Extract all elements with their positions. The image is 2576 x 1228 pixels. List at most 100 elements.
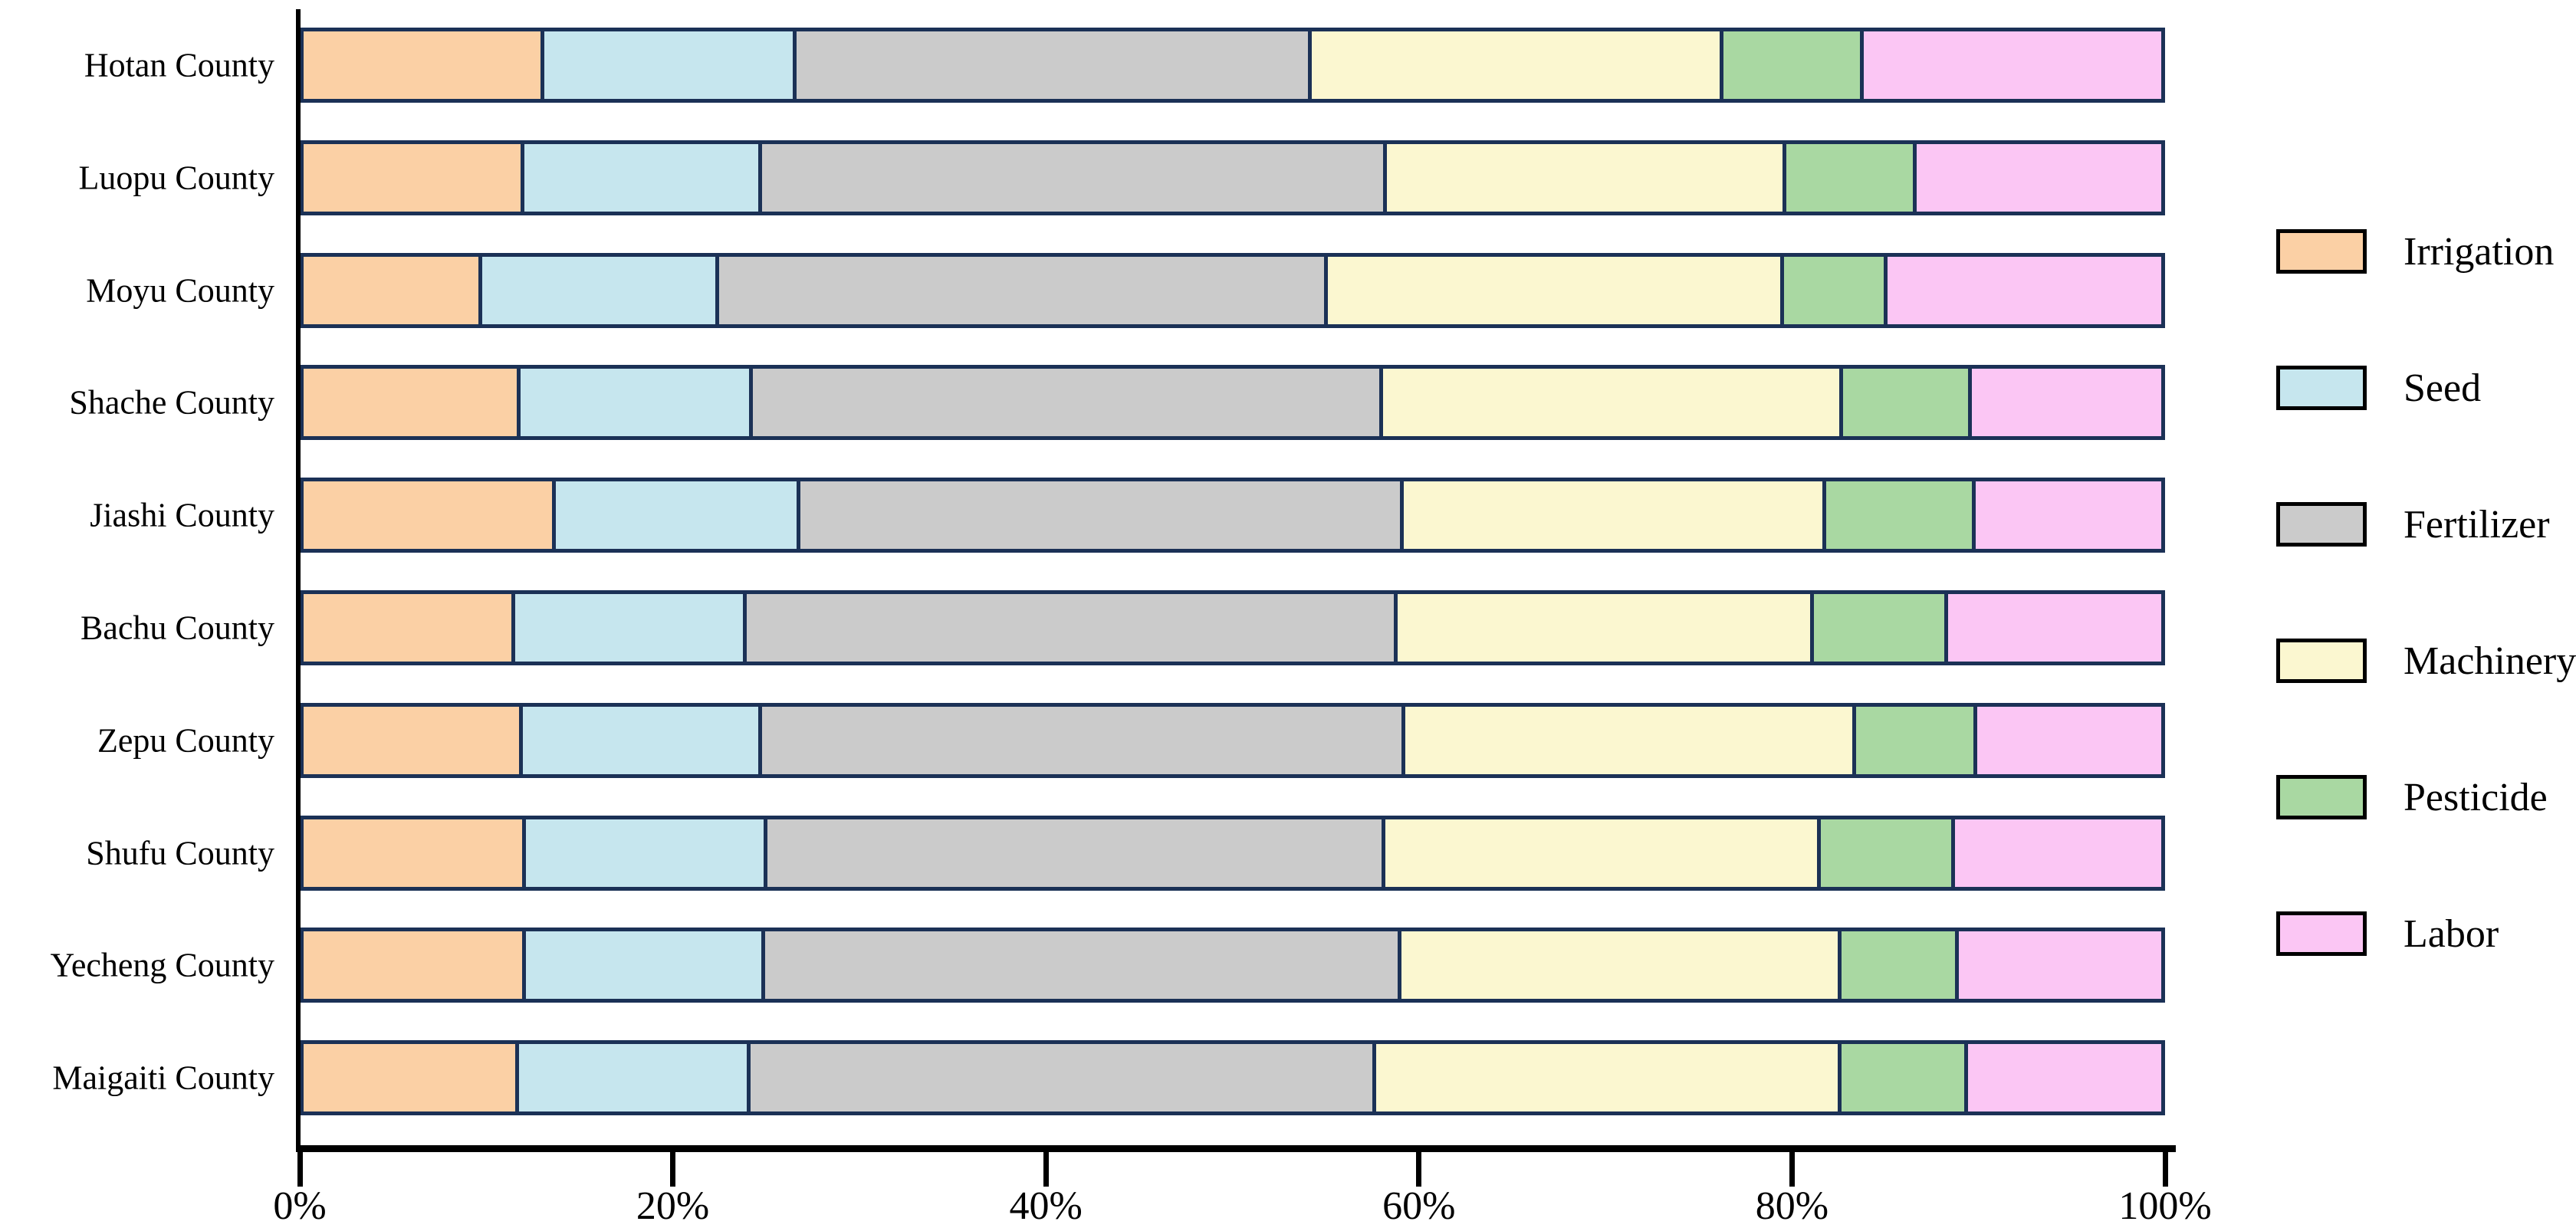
bar-segment-labor xyxy=(1863,28,2165,103)
legend-swatch-seed xyxy=(2276,366,2367,410)
legend-swatch-machinery xyxy=(2276,639,2367,683)
bar-segment-pesticide xyxy=(1841,928,1960,1003)
legend-label: Pesticide xyxy=(2404,775,2548,819)
bar-segment-seed xyxy=(526,928,766,1003)
legend-swatch-labor xyxy=(2276,911,2367,956)
legend-swatch-fertilizer xyxy=(2276,502,2367,547)
legend-label: Machinery xyxy=(2404,639,2576,683)
legend-item-labor: Labor xyxy=(2276,906,2499,961)
bar-segment-machinery xyxy=(1375,1040,1842,1116)
x-tick-mark xyxy=(670,1152,676,1187)
bar-segment-seed xyxy=(544,28,797,103)
bar-row xyxy=(300,928,2165,1003)
x-tick-label: 0% xyxy=(273,1184,327,1228)
bar-segment-labor xyxy=(1947,590,2166,665)
x-tick-mark xyxy=(1043,1152,1049,1187)
bar-segment-machinery xyxy=(1383,365,1843,441)
bar-segment-labor xyxy=(1955,815,2166,891)
bar-segment-seed xyxy=(522,702,762,778)
bar-row xyxy=(300,478,2166,553)
x-tick-label: 20% xyxy=(636,1184,710,1228)
y-axis-line xyxy=(296,9,301,1152)
bar-segment-pesticide xyxy=(1723,28,1864,103)
bar-segment-irrigation xyxy=(300,815,527,891)
plot-area xyxy=(300,0,2166,1145)
category-label: Yecheng County xyxy=(50,946,274,984)
bar-segment-machinery xyxy=(1405,702,1856,778)
bar-segment-labor xyxy=(1977,702,2165,778)
x-tick-mark xyxy=(2162,1152,2168,1187)
category-label: Hotan County xyxy=(84,46,274,84)
category-label: Maigaiti County xyxy=(52,1059,274,1097)
bar-segment-fertilizer xyxy=(767,815,1385,891)
bar-segment-machinery xyxy=(1311,28,1724,103)
bar-row xyxy=(300,365,2166,441)
bar-segment-irrigation xyxy=(300,1040,519,1116)
legend-label: Labor xyxy=(2404,911,2499,956)
bar-segment-labor xyxy=(1917,140,2166,215)
bar-segment-machinery xyxy=(1401,928,1842,1003)
legend-label: Seed xyxy=(2404,366,2482,410)
bar-segment-seed xyxy=(524,140,762,215)
bar-segment-fertilizer xyxy=(765,928,1402,1003)
bar-segment-seed xyxy=(526,815,767,891)
bar-segment-fertilizer xyxy=(719,252,1329,328)
bar-segment-pesticide xyxy=(1842,365,1973,441)
bar-row xyxy=(300,590,2166,665)
x-tick-mark xyxy=(1789,1152,1795,1187)
bar-segment-seed xyxy=(518,1040,751,1116)
bar-segment-pesticide xyxy=(1841,1040,1969,1116)
bar-segment-irrigation xyxy=(300,28,545,103)
bar-segment-machinery xyxy=(1398,590,1814,665)
bar-segment-pesticide xyxy=(1826,478,1976,553)
bar-segment-labor xyxy=(1887,252,2165,328)
bar-row xyxy=(300,140,2166,215)
bar-row xyxy=(300,1040,2166,1116)
bar-segment-irrigation xyxy=(300,702,523,778)
bar-segment-fertilizer xyxy=(800,478,1404,553)
bar-segment-machinery xyxy=(1403,478,1827,553)
bar-segment-fertilizer xyxy=(751,1040,1376,1116)
bar-segment-labor xyxy=(1972,365,2166,441)
x-tick-mark xyxy=(1416,1152,1422,1187)
bar-segment-irrigation xyxy=(300,478,556,553)
bar-segment-seed xyxy=(514,590,748,665)
x-tick-mark xyxy=(297,1152,303,1187)
category-label: Luopu County xyxy=(78,159,274,197)
category-label: Shache County xyxy=(69,383,274,422)
bar-segment-seed xyxy=(555,478,800,553)
bar-row xyxy=(300,702,2165,778)
bar-segment-labor xyxy=(1975,478,2166,553)
x-tick-label: 40% xyxy=(1009,1184,1083,1228)
category-label: Bachu County xyxy=(80,609,274,647)
x-tick-label: 100% xyxy=(2118,1184,2212,1228)
bar-segment-labor xyxy=(1968,1040,2166,1116)
bar-segment-irrigation xyxy=(300,928,527,1003)
bar-segment-machinery xyxy=(1387,140,1786,215)
bar-segment-fertilizer xyxy=(797,28,1312,103)
legend-item-machinery: Machinery xyxy=(2276,633,2576,688)
bar-segment-fertilizer xyxy=(747,590,1398,665)
bar-segment-irrigation xyxy=(300,590,515,665)
category-label: Zepu County xyxy=(97,721,274,760)
bar-segment-fertilizer xyxy=(761,702,1405,778)
category-label: Shufu County xyxy=(86,834,274,872)
bar-segment-labor xyxy=(1959,928,2165,1003)
legend-item-seed: Seed xyxy=(2276,360,2481,415)
bar-row xyxy=(300,28,2165,103)
x-axis-line xyxy=(296,1145,2176,1152)
bar-segment-irrigation xyxy=(300,365,521,441)
bar-segment-irrigation xyxy=(300,140,524,215)
bar-row xyxy=(300,815,2166,891)
legend-label: Irrigation xyxy=(2404,229,2555,274)
bar-segment-machinery xyxy=(1385,815,1822,891)
legend-label: Fertilizer xyxy=(2404,502,2550,547)
bar-segment-fertilizer xyxy=(761,140,1388,215)
legend-item-pesticide: Pesticide xyxy=(2276,770,2548,825)
legend-swatch-irrigation xyxy=(2276,229,2367,274)
bar-segment-irrigation xyxy=(300,252,482,328)
category-label: Moyu County xyxy=(86,271,274,310)
legend-item-fertilizer: Fertilizer xyxy=(2276,497,2550,552)
x-tick-label: 80% xyxy=(1755,1184,1829,1228)
